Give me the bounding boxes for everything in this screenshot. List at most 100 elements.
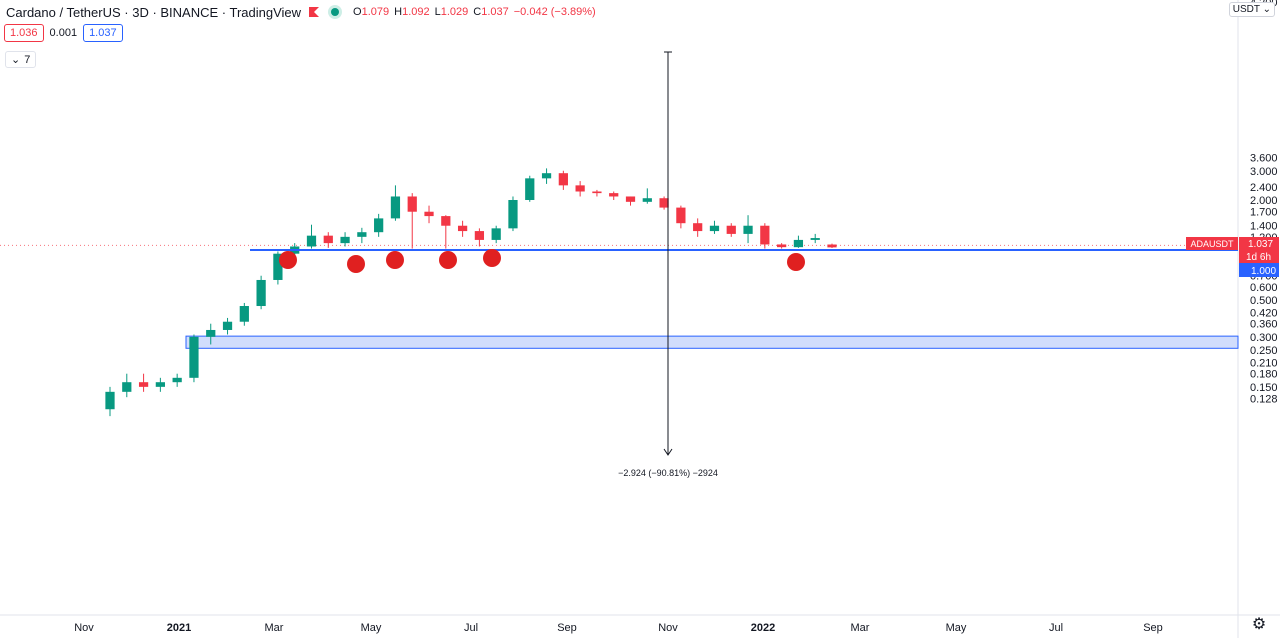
price-tick-label: 3.000: [1250, 166, 1278, 178]
candle-body[interactable]: [474, 231, 485, 240]
candle-body[interactable]: [525, 178, 535, 200]
candle-body[interactable]: [407, 196, 417, 212]
ohlc-low: L1.029: [434, 6, 469, 18]
candle-body[interactable]: [222, 321, 233, 330]
candle-body[interactable]: [592, 191, 602, 194]
time-tick-label: 2021: [167, 622, 191, 634]
flag-icon[interactable]: [309, 7, 320, 17]
touch-marker[interactable]: [787, 253, 805, 271]
touch-marker[interactable]: [347, 255, 365, 273]
time-tick-label: May: [946, 622, 967, 634]
time-tick-label: Jul: [464, 622, 478, 634]
price-tick-label: 2.000: [1250, 195, 1278, 207]
candle-body[interactable]: [105, 391, 115, 410]
price-tick-label: 1.700: [1250, 207, 1278, 219]
time-tick-label: Sep: [557, 622, 577, 634]
spread-value: 0.001: [49, 27, 78, 39]
symbol-legend: Cardano / TetherUS · 3D · BINANCE · Trad…: [6, 4, 601, 20]
candle-body[interactable]: [256, 279, 266, 307]
candle-body[interactable]: [138, 382, 149, 387]
time-tick-label: Mar: [265, 622, 284, 634]
candle-body[interactable]: [206, 329, 216, 337]
time-tick-label: 2022: [751, 622, 775, 634]
candle-body[interactable]: [306, 235, 317, 247]
candle-body[interactable]: [810, 238, 820, 240]
buy-price-button[interactable]: 1.037: [83, 24, 123, 42]
candle-body[interactable]: [172, 377, 182, 383]
candle-body[interactable]: [189, 336, 199, 378]
time-tick-label: Sep: [1143, 622, 1163, 634]
time-tick-label: May: [361, 622, 382, 634]
candle-body[interactable]: [609, 193, 619, 197]
quote-row: 1.036 0.001 1.037: [4, 24, 123, 42]
candle-body[interactable]: [541, 173, 552, 179]
price-change: −0.042 (−3.89%): [513, 6, 596, 18]
last-price-label: 1.037: [1248, 239, 1273, 250]
ohlc-close: C1.037: [473, 6, 509, 18]
candle-body[interactable]: [709, 225, 720, 232]
candle-body[interactable]: [323, 235, 333, 244]
indicators-toggle-button[interactable]: ⌄ 7: [5, 51, 37, 68]
support-price-label: 1.000: [1251, 266, 1276, 277]
touch-marker[interactable]: [439, 251, 457, 269]
price-tick-label: 0.210: [1250, 358, 1278, 370]
demand-zone[interactable]: [185, 335, 1239, 349]
candle-body[interactable]: [625, 196, 636, 202]
price-tick-label: 2.400: [1250, 182, 1278, 194]
touch-marker[interactable]: [279, 251, 297, 269]
last-price-tag-bg: [1239, 237, 1279, 263]
candle-body[interactable]: [642, 198, 652, 202]
support-price-tag-bg: [1239, 263, 1279, 277]
touch-marker[interactable]: [483, 249, 501, 267]
candle-body[interactable]: [239, 306, 249, 322]
candle-body[interactable]: [558, 173, 568, 186]
candle-body[interactable]: [457, 225, 468, 232]
symbol-title[interactable]: Cardano / TetherUS · 3D · BINANCE · Trad…: [6, 4, 302, 20]
ohlc-open: O1.079: [353, 6, 390, 18]
price-tick-label: 0.300: [1250, 332, 1278, 344]
candle-body[interactable]: [155, 382, 165, 387]
candle-body[interactable]: [491, 228, 501, 240]
candle-body[interactable]: [357, 232, 367, 237]
gear-icon[interactable]: ⚙: [1251, 616, 1267, 633]
symbol-tag: ADAUSDT: [1190, 239, 1234, 249]
candle-body[interactable]: [726, 225, 736, 234]
candle-body[interactable]: [793, 239, 804, 248]
candle-body[interactable]: [508, 199, 518, 229]
price-tick-label: 3.600: [1250, 153, 1278, 165]
candle-body[interactable]: [441, 216, 451, 226]
candle-body[interactable]: [760, 225, 770, 245]
price-tick-label: 0.600: [1250, 282, 1278, 294]
touch-marker[interactable]: [386, 251, 404, 269]
time-tick-label: Nov: [74, 622, 94, 634]
candle-body[interactable]: [122, 382, 132, 392]
candle-body[interactable]: [575, 185, 585, 192]
indicators-count: 7: [24, 53, 31, 66]
candle-body[interactable]: [273, 253, 283, 280]
candle-body[interactable]: [743, 225, 753, 234]
symbol-tag-bg: [1186, 237, 1238, 250]
price-tick-label: 1.400: [1250, 221, 1278, 233]
price-tick-label: 0.150: [1250, 382, 1278, 394]
candle-body[interactable]: [777, 244, 787, 248]
candle-body[interactable]: [676, 207, 686, 224]
market-status-icon: [331, 8, 340, 16]
price-tick-label: 0.420: [1250, 308, 1278, 320]
chevron-down-icon: ⌄: [11, 54, 21, 66]
price-tick-label: 0.180: [1250, 369, 1278, 381]
candle-body[interactable]: [374, 218, 384, 233]
sell-price-button[interactable]: 1.036: [4, 24, 44, 42]
time-tick-label: Mar: [851, 622, 870, 634]
price-tick-label: 0.128: [1250, 393, 1278, 405]
candle-body[interactable]: [693, 223, 703, 232]
ohlc-high: H1.092: [394, 6, 430, 18]
measure-label: −2.924 (−90.81%) −2924: [618, 468, 718, 478]
candle-body[interactable]: [827, 244, 837, 248]
currency-selector[interactable]: USDT ⌄: [1228, 2, 1275, 17]
price-tick-label: 0.500: [1250, 295, 1278, 307]
candle-body[interactable]: [659, 198, 669, 208]
candle-body[interactable]: [424, 211, 434, 217]
candle-body[interactable]: [340, 236, 350, 244]
candle-body[interactable]: [390, 196, 401, 219]
